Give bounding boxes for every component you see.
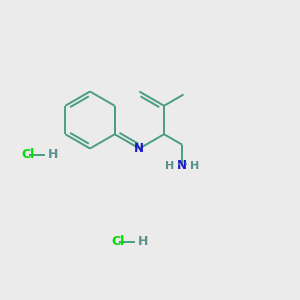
Text: H: H xyxy=(47,148,58,161)
Text: H: H xyxy=(166,161,175,171)
Text: N: N xyxy=(134,142,144,155)
Text: Cl: Cl xyxy=(111,235,124,248)
Text: H: H xyxy=(190,161,199,171)
Text: ·: · xyxy=(184,158,188,172)
Text: Cl: Cl xyxy=(21,148,34,161)
Text: ·: · xyxy=(176,158,181,172)
Text: N: N xyxy=(177,159,187,172)
Text: H: H xyxy=(137,235,148,248)
